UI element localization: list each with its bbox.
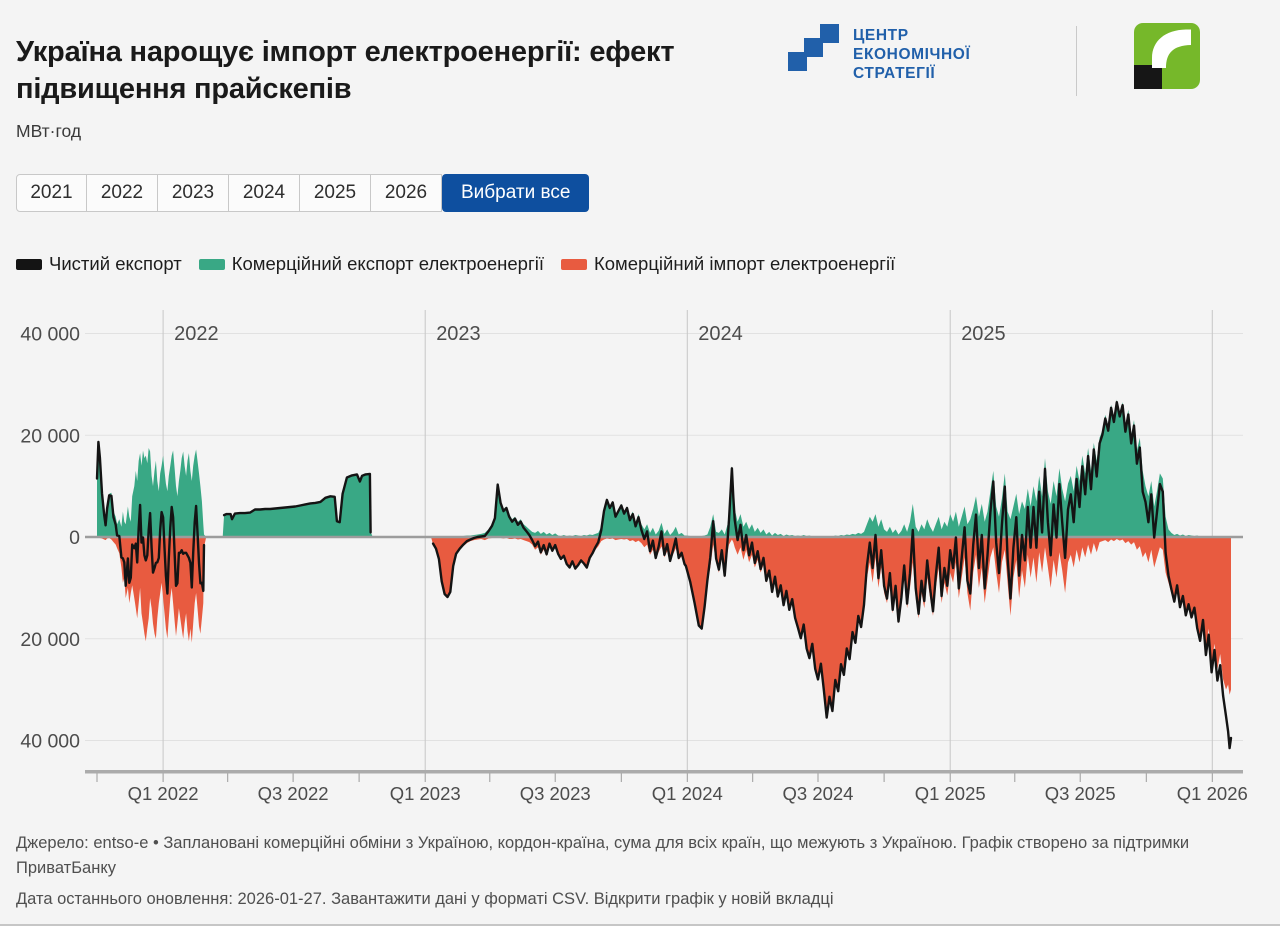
svg-text:0: 0 — [69, 527, 80, 549]
chart-legend: Чистий експорт Комерційний експорт елект… — [16, 253, 895, 275]
legend-item-commercial-export: Комерційний експорт електроенергії — [198, 253, 544, 275]
year-button-2025[interactable]: 2025 — [300, 174, 371, 212]
open-new-tab-link[interactable]: Відкрити графік у новій вкладці — [593, 890, 834, 908]
ces-logo-text: ЦЕНТР ЕКОНОМІЧНОЇ СТРАТЕГІЇ — [853, 27, 971, 82]
svg-text:Q1 2024: Q1 2024 — [652, 783, 723, 804]
chart-footer: Джерело: entso-e • Заплановані комерційн… — [16, 831, 1264, 918]
svg-text:Q1 2023: Q1 2023 — [390, 783, 461, 804]
select-all-button[interactable]: Вибрати все — [442, 174, 590, 212]
svg-text:Q1 2026: Q1 2026 — [1177, 783, 1248, 804]
svg-text:40 000: 40 000 — [20, 324, 80, 346]
svg-text:2024: 2024 — [698, 323, 743, 345]
legend-item-commercial-import: Комерційний імпорт електроенергії — [560, 253, 895, 275]
privatbank-logo — [1134, 16, 1200, 97]
svg-text:Q1 2025: Q1 2025 — [915, 783, 986, 804]
source-note: Джерело: entso-e • Заплановані комерційн… — [16, 834, 1190, 877]
page-title: Україна нарощує імпорт електроенергії: е… — [16, 36, 675, 106]
svg-text:Q1 2022: Q1 2022 — [128, 783, 199, 804]
svg-text:Q3 2024: Q3 2024 — [783, 783, 854, 804]
download-csv-link[interactable]: Завантажити дані у форматі CSV — [331, 890, 585, 908]
svg-text:20 000: 20 000 — [20, 629, 80, 651]
privatbank-icon — [1134, 23, 1200, 89]
svg-text:Q3 2022: Q3 2022 — [258, 783, 329, 804]
energy-trade-area-chart[interactable]: 2022 2023 2024 2025 40 000 20 000 0 20 000 40 00… — [0, 298, 1280, 814]
year-button-2023[interactable]: 2023 — [158, 174, 229, 212]
year-button-2022[interactable]: 2022 — [87, 174, 158, 212]
svg-text:2023: 2023 — [436, 323, 481, 345]
year-button-2024[interactable]: 2024 — [229, 174, 300, 212]
export-swatch — [198, 258, 225, 270]
import-swatch — [560, 258, 587, 270]
net-export-swatch — [16, 258, 42, 270]
legend-item-net-export: Чистий експорт — [16, 253, 182, 275]
unit-label: МВт·год — [16, 121, 82, 141]
svg-text:Q3 2025: Q3 2025 — [1045, 783, 1116, 804]
svg-text:Q3 2023: Q3 2023 — [520, 783, 591, 804]
year-filter-bar: 2021 2022 2023 2024 2025 2026 Вибрати вс… — [16, 174, 590, 212]
update-note: Дата останнього оновлення: 2026-01-27. З… — [16, 890, 834, 908]
svg-text:20 000: 20 000 — [20, 425, 80, 447]
svg-text:40 000: 40 000 — [20, 731, 80, 753]
ces-stairs-icon — [788, 24, 840, 77]
svg-text:2025: 2025 — [961, 323, 1006, 345]
svg-text:2022: 2022 — [174, 323, 219, 345]
year-button-2026[interactable]: 2026 — [371, 174, 442, 212]
year-button-2021[interactable]: 2021 — [16, 174, 87, 212]
logo-divider — [1076, 26, 1077, 96]
ces-logo: ЦЕНТР ЕКОНОМІЧНОЇ СТРАТЕГІЇ — [788, 24, 970, 83]
